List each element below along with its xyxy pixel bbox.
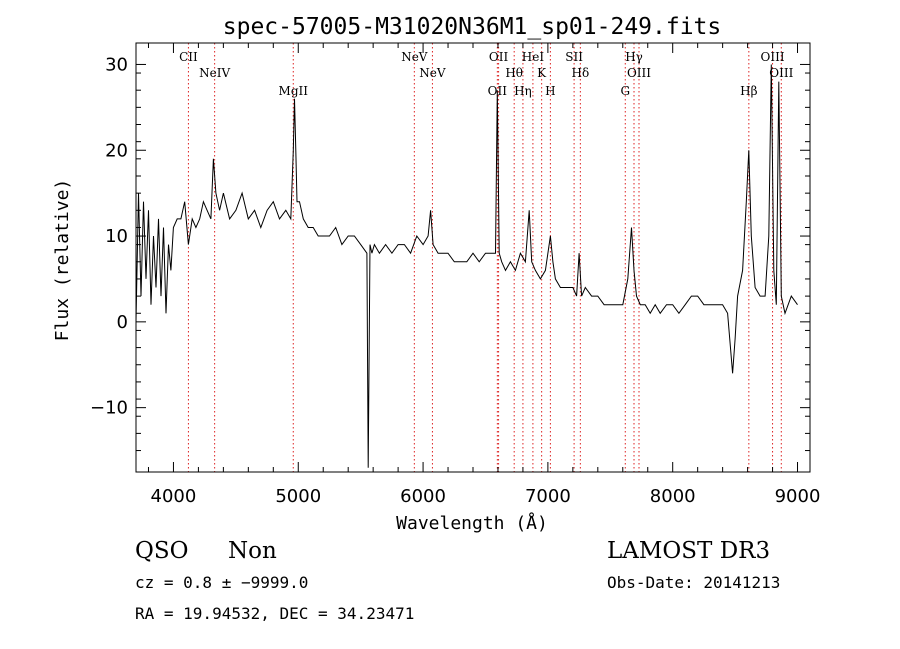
line-label: NeV xyxy=(401,50,428,64)
line-label: Hδ xyxy=(571,66,589,80)
spectrum-line xyxy=(135,64,798,468)
line-label: OIII xyxy=(769,66,793,80)
line-label: G xyxy=(620,84,630,98)
line-label: CII xyxy=(179,50,198,64)
line-label: HeI xyxy=(522,50,545,64)
y-axis-label: Flux (relative) xyxy=(52,179,73,342)
x-axis-label: Wavelength (Å) xyxy=(396,512,548,534)
line-label: Hγ xyxy=(625,50,643,64)
chart-title: spec-57005-M31020N36M1_sp01-249.fits xyxy=(223,14,722,40)
x-tick-labels: 4000 5000 6000 7000 8000 9000 xyxy=(151,486,821,507)
x-tick-label: 4000 xyxy=(151,486,197,507)
subclass-label: Non xyxy=(228,538,277,564)
y-tick-label: 20 xyxy=(105,140,128,161)
line-label: OIII xyxy=(627,66,651,80)
line-label: Hη xyxy=(514,84,532,98)
y-tick-label: 10 xyxy=(105,226,128,247)
x-tick-label: 5000 xyxy=(275,486,321,507)
line-label: MgII xyxy=(279,84,309,98)
class-label: QSO xyxy=(135,538,189,564)
spectral-line-markers xyxy=(187,43,782,472)
line-label: OIII xyxy=(761,50,785,64)
plot-frame xyxy=(135,42,811,473)
y-tick-label: 0 xyxy=(117,312,128,333)
ra-dec-value: RA = 19.94532, DEC = 34.23471 xyxy=(135,604,415,623)
line-label: Hβ xyxy=(740,84,757,98)
line-label: H xyxy=(545,84,555,98)
cz-value: cz = 0.8 ± −9999.0 xyxy=(135,573,309,592)
line-label: K xyxy=(537,66,547,80)
x-tick-label: 8000 xyxy=(650,486,696,507)
y-tick-labels: −10 0 10 20 30 xyxy=(90,54,128,418)
x-tick-label: 7000 xyxy=(525,486,571,507)
line-label: Hθ xyxy=(505,66,523,80)
line-label: SII xyxy=(565,50,583,64)
spectral-line-labels: CIINeIVMgIINeVNeVOIIOIIHθHηHeIKHSIIHδGHγ… xyxy=(179,50,793,98)
x-tick-label: 6000 xyxy=(400,486,446,507)
line-label: NeIV xyxy=(199,66,230,80)
y-tick-label: 30 xyxy=(105,54,128,75)
x-tick-label: 9000 xyxy=(775,486,821,507)
line-label: OII xyxy=(489,50,509,64)
obs-date-value: Obs-Date: 20141213 xyxy=(607,573,781,592)
y-tick-label: −10 xyxy=(90,398,128,419)
survey-label: LAMOST DR3 xyxy=(607,538,771,564)
axis-ticks xyxy=(136,43,810,472)
line-label: NeV xyxy=(419,66,446,80)
